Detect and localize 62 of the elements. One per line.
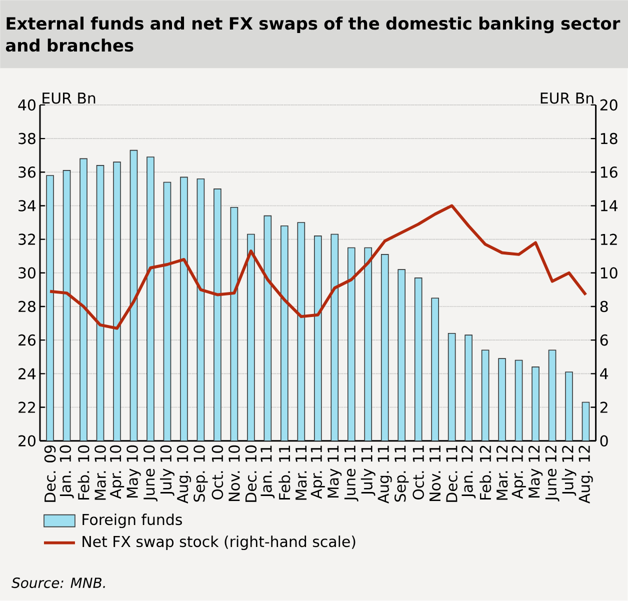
y2-tick-label: 12 (600, 234, 617, 245)
y2-tick-label: 10 (600, 267, 618, 279)
x-tick-label: July 12 (562, 446, 576, 496)
y2-tick-label: 4 (600, 368, 608, 380)
x-tick-label: Aug. 10 (176, 445, 192, 504)
x-tick-label: Jan. 10 (60, 445, 74, 498)
x-tick-label: July 11 (360, 446, 376, 496)
x-tick-label: Dec. 09 (44, 446, 56, 502)
y2-tick-label: 2 (600, 402, 608, 413)
x-tick-label: Nov. 11 (430, 446, 441, 502)
y-tick-label: 36 (18, 166, 36, 178)
x-tick-label: Sep. 10 (194, 445, 208, 502)
legend-label: Net FX swap stock (right-hand scale) (82, 536, 356, 550)
x-tick-label: June 11 (344, 446, 358, 502)
x-tick-label: Apr. 11 (310, 446, 325, 499)
x-tick-label: Aug. 12 (578, 446, 593, 504)
x-tick-label: Jan. 12 (462, 446, 476, 498)
x-tick-label: Feb. 11 (278, 446, 290, 500)
x-tick-label: Aug. 11 (378, 446, 392, 504)
x-tick-label: Oct. 11 (412, 446, 424, 500)
y-tick-label: 20 (18, 435, 36, 447)
x-tick-label: Mar. 11 (296, 446, 307, 500)
x-tick-label: May 12 (528, 446, 543, 498)
x-tick-label: Oct. 10 (212, 445, 224, 500)
x-tick-label: Nov. 10 (228, 445, 240, 502)
y-tick-label: 30 (18, 267, 36, 279)
x-tick-label: Sep. 11 (394, 446, 409, 502)
x-tick-label: June 10 (143, 445, 158, 502)
y-tick-label: 22 (18, 402, 35, 413)
y2-tick-label: 20 (600, 99, 618, 111)
x-tick-label: Feb. 10 (78, 445, 90, 500)
y2-axis-title: EUR Bn (540, 92, 594, 104)
source-note: Source: MNB. (12, 578, 105, 588)
x-tick-label: May 11 (328, 446, 342, 498)
y-axis-title: EUR Bn (42, 92, 96, 104)
y-tick-label: 34 (18, 200, 36, 212)
y-tick-label: 32 (18, 234, 35, 246)
x-tick-label: Mar. 12 (496, 446, 508, 500)
x-tick-label: Apr. 12 (512, 446, 526, 499)
y2-tick-label: 16 (600, 166, 618, 178)
y-tick-label: 40 (18, 99, 36, 111)
y2-tick-label: 6 (600, 334, 608, 346)
x-tick-label: Dec. 11 (446, 446, 458, 502)
y-tick-label: 28 (18, 300, 36, 312)
x-tick-label: Mar. 10 (94, 445, 106, 500)
chart-title: External funds and net FX swaps of the domestic banking sector and branches (6, 16, 620, 52)
x-tick-label: July 10 (160, 445, 174, 496)
line-series (48, 204, 588, 330)
x-tick-label: Apr. 10 (110, 445, 124, 499)
x-tick-label: Jan. 11 (260, 446, 275, 498)
y-tick-label: 24 (18, 368, 36, 380)
y-tick-label: 38 (18, 132, 36, 144)
x-tick-label: Dec. 10 (245, 445, 257, 502)
y2-tick-label: 18 (600, 132, 618, 144)
x-tick-label: June 12 (545, 446, 560, 502)
y-tick-label: 26 (18, 334, 36, 346)
legend-label: Foreign funds (82, 514, 182, 528)
x-tick-label: Feb. 12 (480, 446, 492, 500)
y2-tick-label: 8 (600, 300, 608, 312)
y2-tick-label: 14 (600, 200, 618, 212)
x-tick-label: May 10 (126, 445, 141, 498)
y2-tick-label: 0 (600, 435, 608, 447)
